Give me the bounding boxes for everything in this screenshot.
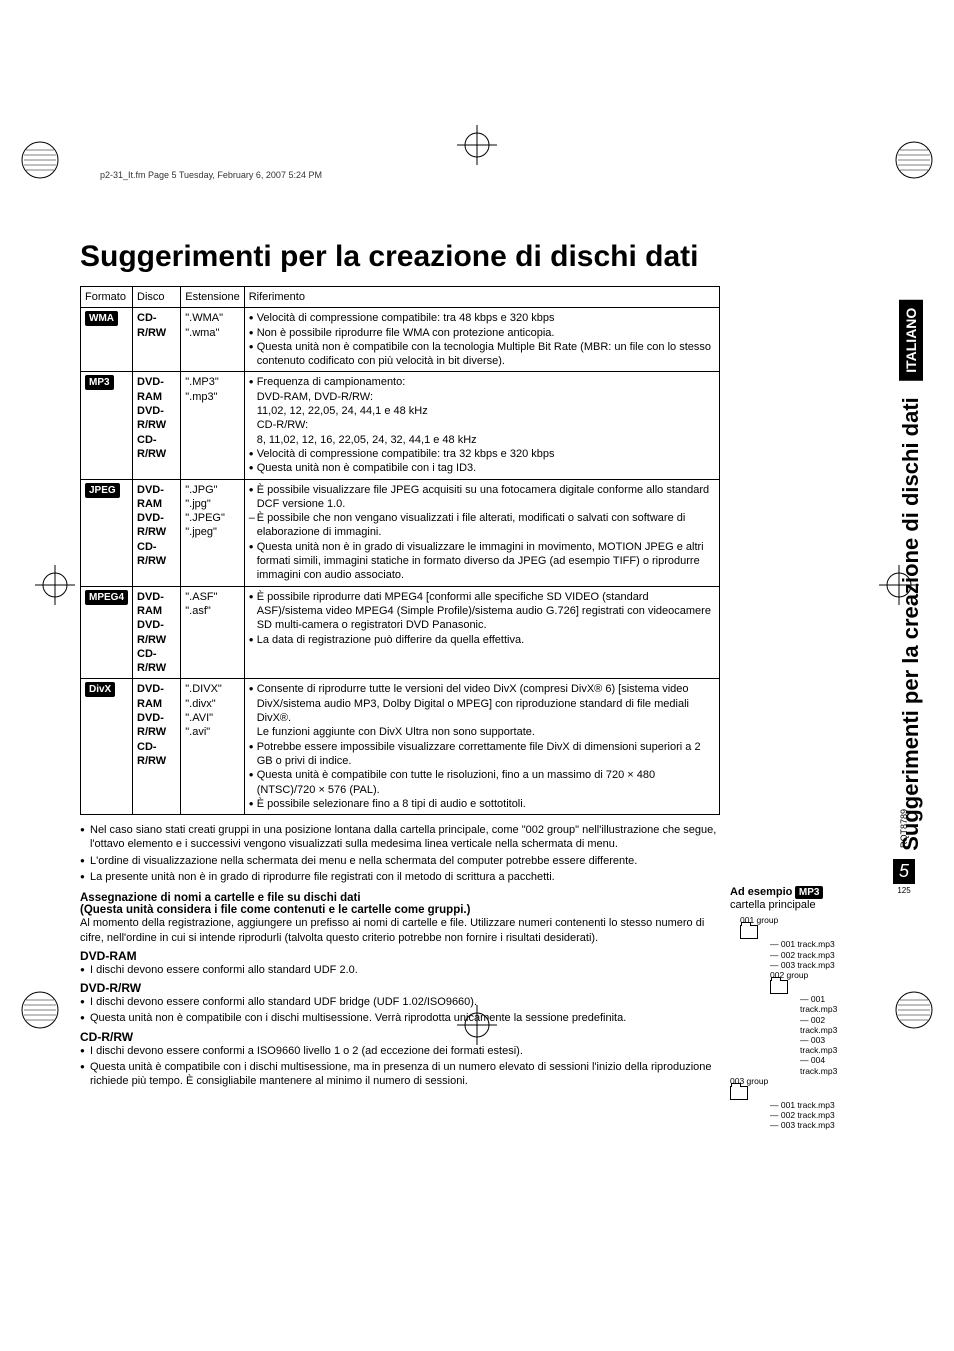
crosshair-left [30, 560, 80, 610]
assign-subtitle: (Questa unità considera i file come cont… [80, 904, 720, 916]
th-disco: Disco [133, 287, 181, 308]
format-badge: JPEG [85, 483, 120, 498]
abs-page: 125 [889, 886, 919, 895]
assign-title: Assegnazione di nomi a cartelle e file s… [80, 892, 720, 904]
page-number: 5 [893, 859, 915, 884]
th-estensione: Estensione [181, 287, 244, 308]
sidebar-lang: ITALIANO [899, 300, 923, 381]
th-riferimento: Riferimento [244, 287, 719, 308]
example-badge: MP3 [795, 886, 824, 899]
example-tree: Ad esempio MP3 cartella principale 001 g… [730, 886, 837, 1130]
format-badge: MP3 [85, 375, 114, 390]
th-formato: Formato [81, 287, 133, 308]
example-root: cartella principale [730, 899, 816, 911]
print-mark-tr [894, 140, 934, 180]
print-mark-br [894, 990, 934, 1030]
print-mark-tl [20, 140, 60, 180]
dvdrrw-title: DVD-R/RW [80, 981, 720, 995]
page-title: Suggerimenti per la creazione di dischi … [80, 240, 874, 274]
format-badge: DivX [85, 682, 115, 697]
format-badge: MPEG4 [85, 590, 128, 605]
crosshair-top [452, 120, 502, 170]
sidebar: Suggerimenti per la creazione di dischi … [898, 300, 924, 851]
notes-list: Nel caso siano stati creati gruppi in un… [80, 823, 720, 884]
format-table: Formato Disco Estensione Riferimento WMA… [80, 286, 720, 815]
dvdram-title: DVD-RAM [80, 949, 720, 963]
page-number-box: RQT8789 5 125 [889, 809, 919, 895]
example-label: Ad esempio [730, 886, 792, 898]
sidebar-title: Suggerimenti per la creazione di dischi … [898, 397, 923, 851]
page-indicator: p2-31_It.fm Page 5 Tuesday, February 6, … [80, 170, 874, 180]
print-mark-bl [20, 990, 60, 1030]
rqt-code: RQT8789 [899, 809, 909, 848]
format-badge: WMA [85, 311, 118, 326]
assign-body: Al momento della registrazione, aggiunge… [80, 916, 720, 945]
cdrrw-title: CD-R/RW [80, 1030, 720, 1044]
